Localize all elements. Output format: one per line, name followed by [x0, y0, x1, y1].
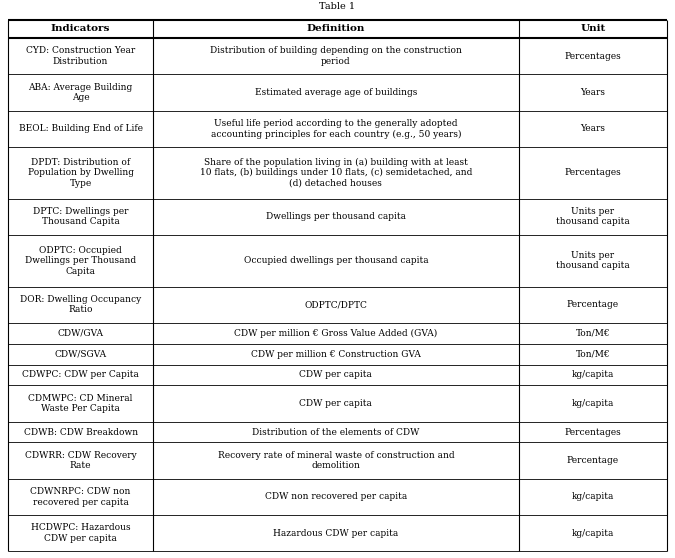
Text: Unit: Unit — [580, 25, 605, 33]
Text: CDWPC: CDW per Capita: CDWPC: CDW per Capita — [22, 371, 139, 379]
Text: Years: Years — [580, 88, 605, 97]
Text: Distribution of building depending on the construction
period: Distribution of building depending on th… — [210, 46, 462, 66]
Text: CDW per capita: CDW per capita — [300, 371, 373, 379]
Text: Useful life period according to the generally adopted
accounting principles for : Useful life period according to the gene… — [211, 119, 461, 138]
Text: Percentage: Percentage — [567, 456, 619, 465]
Text: Percentage: Percentage — [567, 300, 619, 309]
Text: CDW per capita: CDW per capita — [300, 399, 373, 408]
Text: CDW non recovered per capita: CDW non recovered per capita — [265, 492, 407, 502]
Text: kg/capita: kg/capita — [572, 528, 614, 538]
Text: kg/capita: kg/capita — [572, 492, 614, 502]
Text: Percentages: Percentages — [564, 168, 621, 177]
Text: Percentages: Percentages — [564, 52, 621, 61]
Text: Hazardous CDW per capita: Hazardous CDW per capita — [273, 528, 398, 538]
Text: CDW/GVA: CDW/GVA — [57, 329, 103, 338]
Text: CDMWPC: CD Mineral
Waste Per Capita: CDMWPC: CD Mineral Waste Per Capita — [28, 394, 133, 413]
Text: Units per
thousand capita: Units per thousand capita — [556, 207, 630, 227]
Text: BEOL: Building End of Life: BEOL: Building End of Life — [19, 124, 142, 133]
Text: CDWNRPC: CDW non
recovered per capita: CDWNRPC: CDW non recovered per capita — [30, 487, 131, 507]
Text: DPDT: Distribution of
Population by Dwelling
Type: DPDT: Distribution of Population by Dwel… — [28, 158, 134, 187]
Text: Occupied dwellings per thousand capita: Occupied dwellings per thousand capita — [244, 256, 428, 265]
Text: Recovery rate of mineral waste of construction and
demolition: Recovery rate of mineral waste of constr… — [217, 451, 454, 470]
Text: Estimated average age of buildings: Estimated average age of buildings — [254, 88, 417, 97]
Text: Dwellings per thousand capita: Dwellings per thousand capita — [266, 212, 406, 221]
Text: ABA: Average Building
Age: ABA: Average Building Age — [28, 83, 133, 102]
Text: Definition: Definition — [306, 25, 365, 33]
Text: CDW per million € Gross Value Added (GVA): CDW per million € Gross Value Added (GVA… — [234, 329, 437, 338]
Text: CDW per million € Construction GVA: CDW per million € Construction GVA — [251, 350, 421, 359]
Text: Years: Years — [580, 124, 605, 133]
Text: Units per
thousand capita: Units per thousand capita — [556, 251, 630, 271]
Text: Ton/M€: Ton/M€ — [576, 350, 610, 359]
Text: Ton/M€: Ton/M€ — [576, 329, 610, 338]
Text: ODPTC: Occupied
Dwellings per Thousand
Capita: ODPTC: Occupied Dwellings per Thousand C… — [25, 246, 136, 276]
Text: Table 1: Table 1 — [319, 2, 356, 11]
Text: kg/capita: kg/capita — [572, 399, 614, 408]
Text: DPTC: Dwellings per
Thousand Capita: DPTC: Dwellings per Thousand Capita — [33, 207, 128, 227]
Text: Indicators: Indicators — [51, 25, 110, 33]
Text: Share of the population living in (a) building with at least
10 flats, (b) build: Share of the population living in (a) bu… — [200, 158, 472, 188]
Text: ODPTC/DPTC: ODPTC/DPTC — [304, 300, 367, 309]
Text: CDWB: CDW Breakdown: CDWB: CDW Breakdown — [24, 427, 138, 436]
Text: CDW/SGVA: CDW/SGVA — [55, 350, 107, 359]
Text: kg/capita: kg/capita — [572, 371, 614, 379]
Text: Distribution of the elements of CDW: Distribution of the elements of CDW — [252, 427, 420, 436]
Text: CDWRR: CDW Recovery
Rate: CDWRR: CDW Recovery Rate — [25, 451, 136, 470]
Text: CYD: Construction Year
Distribution: CYD: Construction Year Distribution — [26, 46, 135, 66]
Text: DOR: Dwelling Occupancy
Ratio: DOR: Dwelling Occupancy Ratio — [20, 295, 141, 314]
Text: Percentages: Percentages — [564, 427, 621, 436]
Text: HCDWPC: Hazardous
CDW per capita: HCDWPC: Hazardous CDW per capita — [31, 523, 130, 543]
